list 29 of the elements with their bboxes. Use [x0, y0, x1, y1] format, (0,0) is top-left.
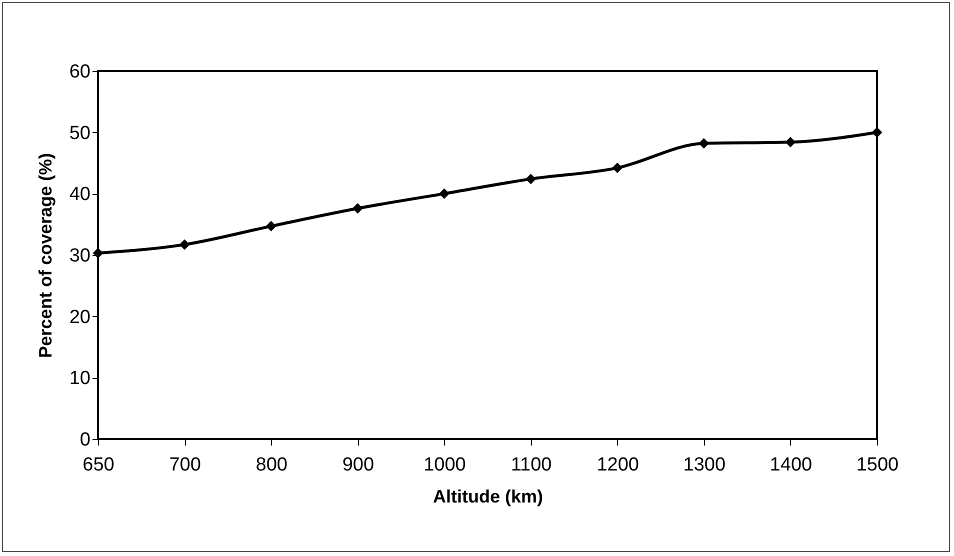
point — [92, 248, 104, 258]
x-tick-label: 1000 — [424, 454, 466, 476]
point — [438, 188, 450, 199]
point — [872, 127, 882, 138]
x-tick-label: 1200 — [596, 454, 639, 476]
x-tick-label: 800 — [256, 454, 288, 476]
point — [266, 220, 276, 232]
x-tick-label: 1400 — [770, 454, 812, 476]
y-tick-label: 30 — [69, 246, 90, 266]
y-tick-label: 10 — [69, 368, 90, 390]
y-tick-label: 60 — [69, 62, 90, 82]
x-tick-label: 650 — [82, 454, 114, 476]
y-tick-label: 40 — [69, 184, 90, 206]
point — [785, 136, 796, 148]
y-tick-label: 20 — [69, 306, 90, 328]
y-tick-label: 0 — [80, 430, 90, 450]
x-axis-title: Altitude (km) — [433, 486, 543, 506]
point — [526, 174, 536, 184]
x-tick-label: 700 — [169, 454, 201, 476]
x-tick-label: 1100 — [510, 454, 552, 476]
y-tick-label: 50 — [69, 122, 90, 144]
point — [698, 138, 710, 149]
x-tick-label: 1500 — [856, 454, 899, 476]
point — [352, 203, 363, 214]
point — [612, 162, 623, 174]
x-tick-label: 900 — [342, 454, 374, 476]
point — [179, 239, 190, 250]
x-tick-label: 1300 — [683, 454, 726, 476]
y-axis-title: Percent of coverage (%) — [35, 152, 56, 358]
